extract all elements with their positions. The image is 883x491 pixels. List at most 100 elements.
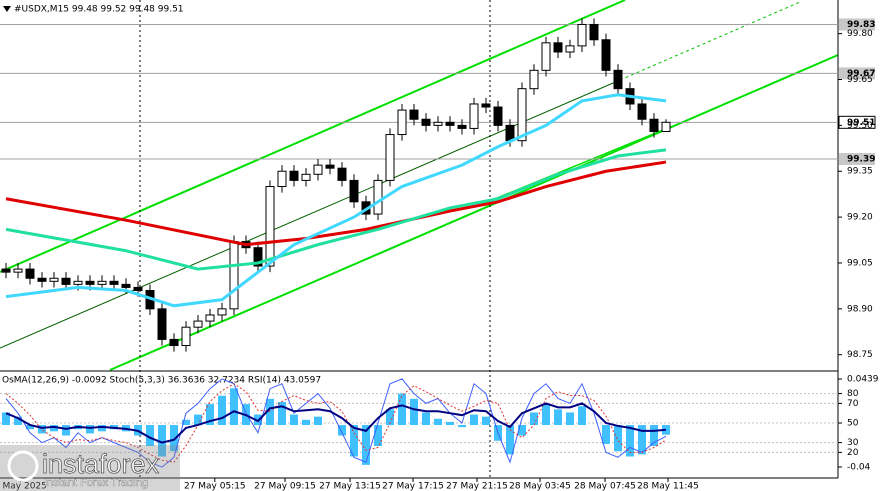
candle-body (421, 118, 431, 126)
candle-body (253, 247, 263, 267)
price-level-label: 99.83 (847, 20, 875, 30)
osma-bar (542, 404, 550, 426)
candle-body (409, 109, 419, 120)
y2-tick-label: 20 (847, 448, 859, 458)
candle-body (265, 186, 275, 267)
osma-bar (530, 412, 538, 426)
osma-bar (182, 419, 190, 426)
y-tick-label: 99.50 (847, 121, 873, 131)
y-tick-label: 99.35 (847, 167, 873, 177)
candle-body (637, 103, 647, 120)
osma-bar (230, 388, 238, 426)
candle-body (289, 170, 299, 181)
candle-body (649, 118, 659, 132)
x-tick-label: 27 May 09:15 (254, 482, 316, 491)
y-tick-label: 98.75 (847, 350, 873, 360)
osma-bar (602, 425, 610, 444)
chart-title: #USDX,M15 99.48 99.52 99.48 99.51 (14, 5, 184, 15)
osma-bar (470, 414, 478, 426)
osma-bar (290, 414, 298, 426)
price-level-label: 99.39 (847, 155, 875, 165)
osma-bar (218, 395, 226, 426)
y-tick-label: 0.0439 (847, 375, 879, 385)
y2-tick-label: 30 (847, 438, 859, 448)
osma-bar (506, 425, 514, 455)
osma-bar (50, 425, 58, 432)
x-tick-label: 27 May 05:15 (184, 482, 246, 491)
y-tick-label: 99.20 (847, 213, 873, 223)
candle-body (217, 308, 227, 316)
candle-body (529, 69, 539, 90)
indicator-line (5, 402, 667, 444)
candle-body (301, 173, 311, 181)
channel-mid (0, 79, 621, 349)
osma-bar (26, 425, 34, 430)
osma-bar (350, 425, 358, 457)
candle-body (385, 134, 395, 181)
candle-body (505, 124, 515, 142)
plot: 99.83 99.67 99.51 99.39 98.75 98.90 99.05 99.20… (0, 18, 879, 491)
y2-tick-label: 50 (847, 419, 859, 429)
y-tick-label: 99.65 (847, 75, 873, 85)
x-tick-label: 27 May 21:15 (446, 482, 508, 491)
osma-bar (206, 404, 214, 426)
candle-body (541, 42, 551, 71)
menu-arrow[interactable] (3, 6, 11, 12)
osma-bar (458, 425, 466, 428)
candle-body (181, 326, 191, 347)
osma-bar (302, 419, 310, 426)
osma-bar (374, 425, 382, 447)
candle-body (553, 42, 563, 53)
price-level-box (839, 18, 875, 31)
price-level-box (838, 115, 876, 129)
osma-bar (146, 425, 154, 447)
channel-lower (109, 54, 839, 371)
candle-body (121, 283, 131, 288)
osma-bar (578, 406, 586, 426)
osma-bar (278, 401, 286, 426)
indicator-line (5, 378, 667, 468)
y2-tick-label: 80 (847, 389, 859, 399)
moving-average (5, 93, 667, 308)
candle-body (337, 167, 347, 181)
candle-body (133, 286, 143, 291)
osma-bar (62, 425, 70, 436)
osma-bar (362, 425, 370, 465)
osma-bar (338, 425, 346, 436)
logo-icon (7, 450, 39, 482)
osma-bar (158, 425, 166, 457)
candle-body (205, 314, 215, 322)
osma-bar (266, 398, 274, 426)
candle-body (517, 88, 527, 142)
osma-bar (38, 425, 46, 434)
candle-body (577, 23, 587, 47)
osma-bar (398, 393, 406, 426)
osma-bar (410, 398, 418, 426)
candle-body (457, 124, 467, 129)
candle-body (193, 320, 203, 328)
candle-body (565, 45, 575, 53)
candle-body (85, 280, 95, 285)
osma-bar (482, 416, 490, 426)
x-tick-label: 27 May 13:15 (319, 482, 381, 491)
candle-body (589, 23, 599, 41)
candle-body (349, 179, 359, 203)
candle-body (169, 338, 179, 347)
x-tick-label: 28 May 11:45 (637, 482, 699, 491)
candle-body (661, 121, 671, 132)
candle-body (601, 39, 611, 71)
osma-bar (566, 412, 574, 426)
candle-body (325, 164, 335, 169)
moving-average (5, 148, 667, 271)
candle-body (37, 277, 47, 282)
candle-body (13, 268, 23, 273)
candle-body (433, 121, 443, 126)
candle-body (25, 268, 35, 279)
osma-bar (14, 416, 22, 426)
y-tick-label: 99.80 (847, 29, 873, 39)
candle-body (493, 106, 503, 126)
osma-bar (194, 414, 202, 426)
osma-bar (650, 425, 658, 447)
